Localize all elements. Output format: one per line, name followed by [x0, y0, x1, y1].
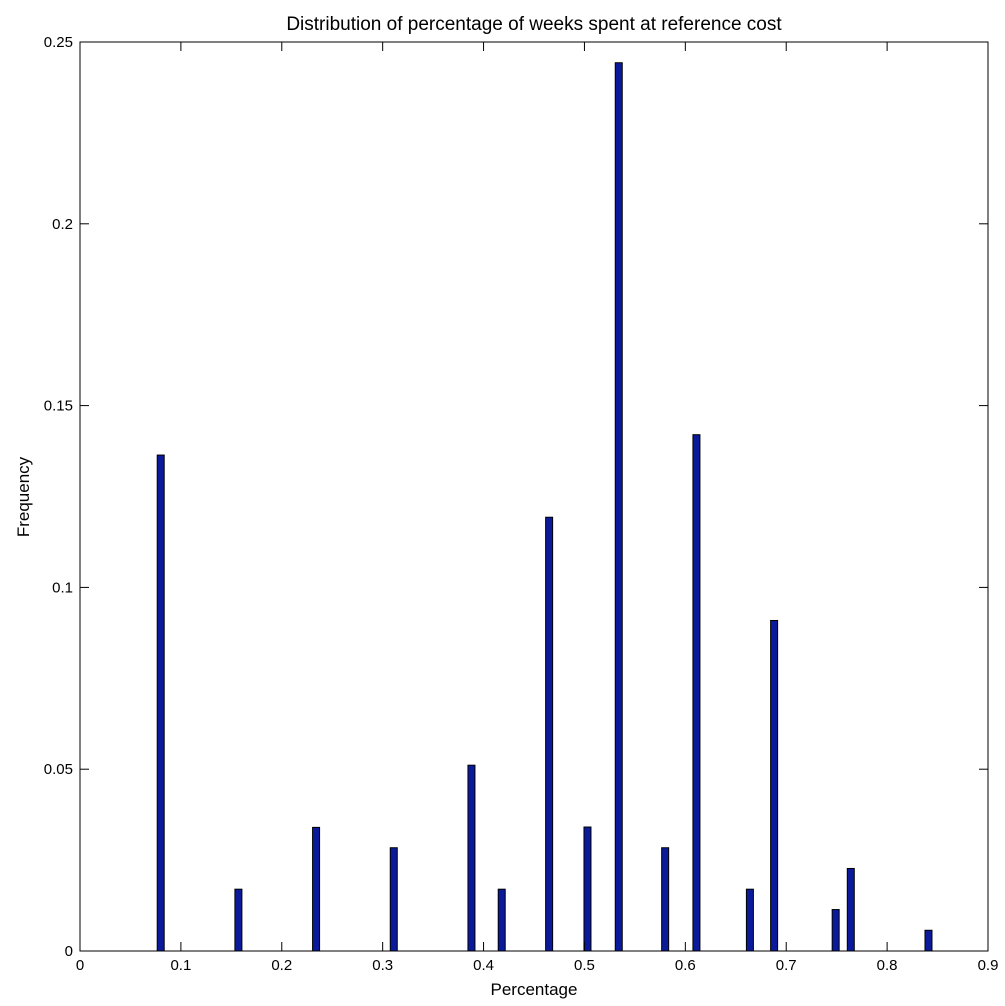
- x-tick-label: 0.8: [877, 957, 898, 974]
- x-tick-label: 0.9: [978, 957, 999, 974]
- y-tick-label: 0.25: [44, 34, 73, 51]
- chart-title: Distribution of percentage of weeks spen…: [286, 14, 782, 35]
- bar: [661, 847, 670, 952]
- bar: [234, 888, 243, 952]
- plot-area: [80, 42, 988, 951]
- x-tick-label: 0.3: [372, 957, 393, 974]
- bar: [831, 909, 840, 952]
- x-axis-label: Percentage: [491, 980, 578, 999]
- bars-layer: [156, 62, 933, 952]
- bar: [497, 888, 506, 952]
- y-axis-label: Frequency: [14, 456, 33, 537]
- ticks-layer: 0 0.1 0.2 0.3 0.4 0.5 0.6 0.7 0.8 0.9 0 0.05 0.1 0.15…: [44, 34, 999, 974]
- bar: [389, 847, 398, 952]
- bar: [545, 516, 554, 952]
- bar: [467, 764, 476, 952]
- bar: [745, 888, 754, 952]
- x-tick-label: 0.1: [170, 957, 191, 974]
- bar: [770, 619, 779, 952]
- y-tick-label: 0.05: [44, 761, 73, 778]
- bar: [846, 867, 855, 952]
- x-tick-label: 0.2: [271, 957, 292, 974]
- bar: [156, 454, 165, 952]
- x-tick-label: 0.5: [574, 957, 595, 974]
- y-tick-label: 0.1: [52, 579, 73, 596]
- bar: [312, 826, 321, 952]
- bar: [924, 929, 933, 952]
- x-tick-label: 0: [76, 957, 84, 974]
- y-tick-label: 0.15: [44, 398, 73, 415]
- bar: [614, 62, 623, 952]
- bar: [583, 826, 592, 952]
- bar: [692, 434, 701, 952]
- x-tick-label: 0.7: [776, 957, 797, 974]
- plot-frame: [79, 41, 989, 952]
- x-tick-label: 0.6: [675, 957, 696, 974]
- y-tick-label: 0.2: [52, 216, 73, 233]
- x-tick-label: 0.4: [473, 957, 494, 974]
- y-tick-label: 0: [65, 943, 73, 960]
